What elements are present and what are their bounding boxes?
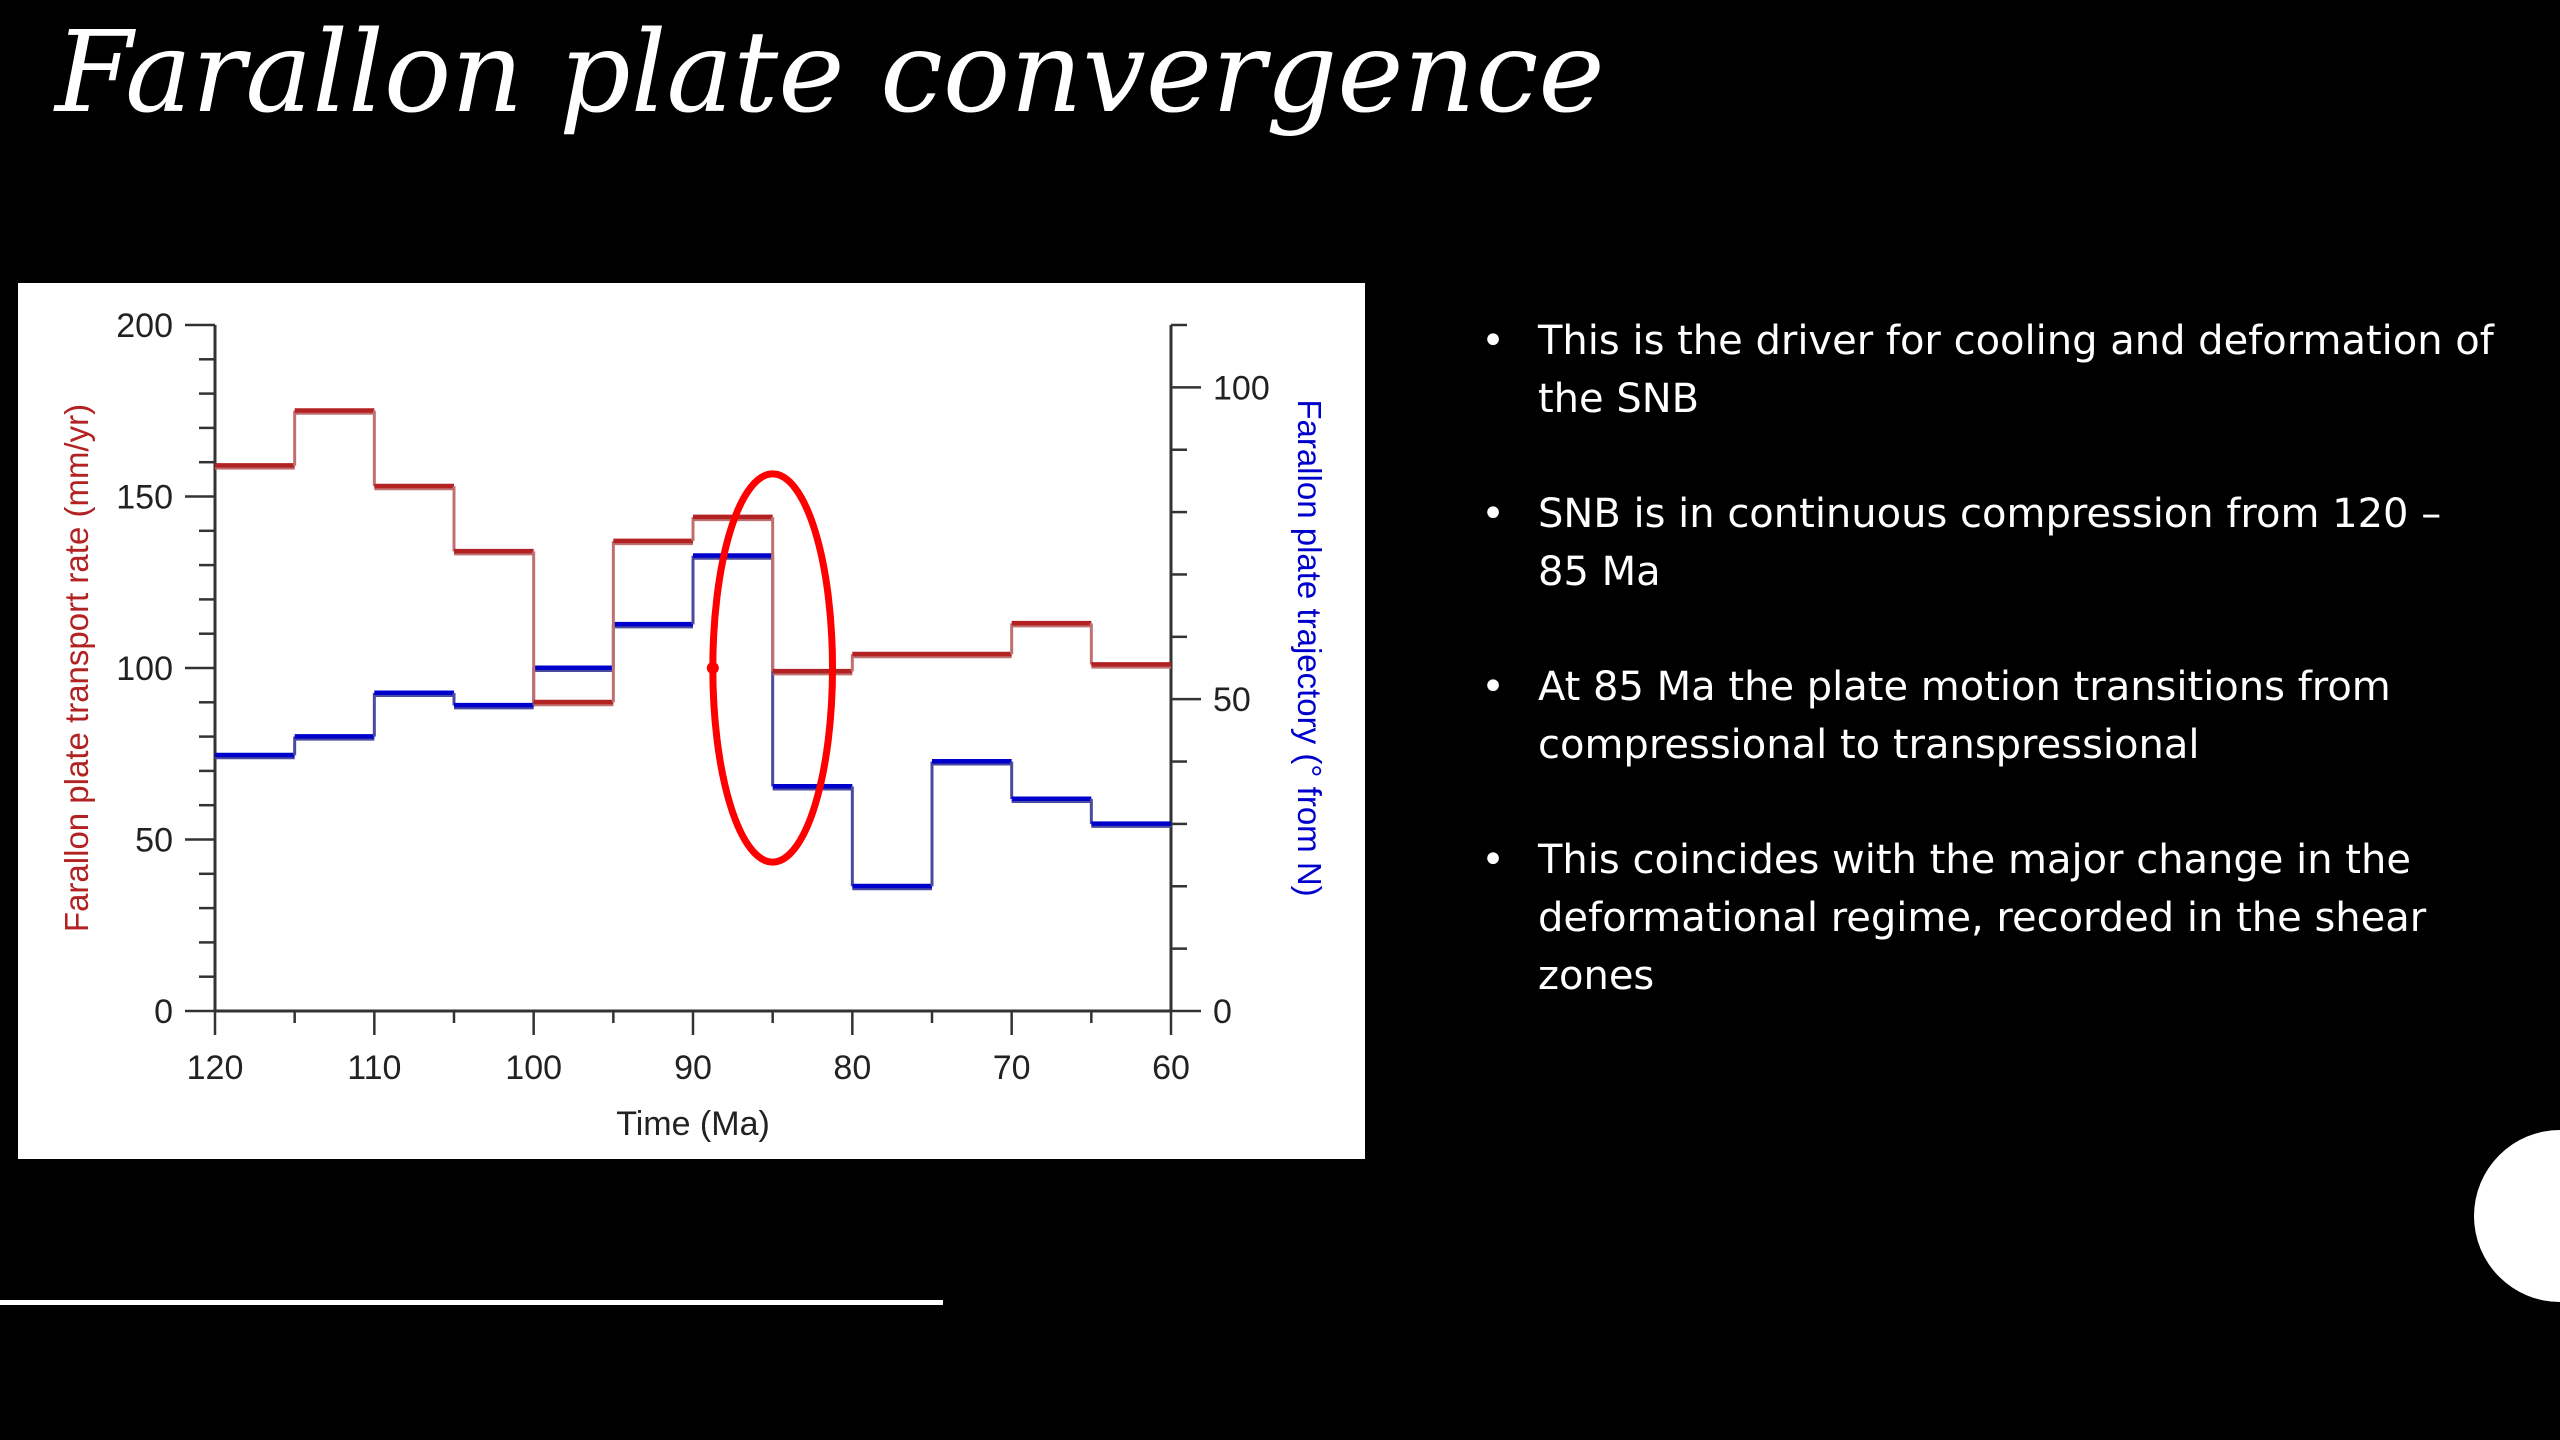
bullet-item-driver: • This is the driver for cooling and def… — [1478, 312, 2498, 428]
x-axis-label: Time (Ma) — [616, 1105, 770, 1143]
bullet-text: SNB is in continuous compression from 12… — [1538, 491, 2442, 595]
bullet-dot-icon: • — [1481, 491, 1505, 537]
bullet-dot-icon: • — [1481, 664, 1505, 710]
y-left-tick-label: 150 — [116, 479, 173, 517]
bullet-item-shear-zones: • This coincides with the major change i… — [1478, 831, 2498, 1005]
x-tick-label: 120 — [187, 1049, 244, 1087]
y-left-tick-label: 0 — [154, 993, 173, 1031]
y-left-tick-label: 50 — [135, 822, 173, 860]
bullet-dot-icon: • — [1481, 837, 1505, 883]
decorative-circle — [2474, 1130, 2560, 1302]
y-right-axis-label: Farallon plate trajectory (° from N) — [1291, 399, 1328, 896]
x-tick-label: 70 — [993, 1049, 1031, 1087]
chart-panel: 0 50 100 150 200 0 50 100 120 110 100 90 80 70 60 Time … — [18, 283, 1365, 1159]
farallon-chart: 0 50 100 150 200 0 50 100 120 110 100 90 80 70 60 Time … — [58, 307, 1328, 1143]
highlight-ellipse-marker — [706, 662, 719, 674]
y-left-axis-label: Farallon plate transport rate (mm/yr) — [58, 404, 95, 932]
y-right-tick-label: 50 — [1213, 681, 1251, 719]
x-tick-label: 80 — [833, 1049, 871, 1087]
footer-divider — [0, 1300, 943, 1305]
y-right-tick-label: 0 — [1213, 993, 1232, 1031]
slide-title: Farallon plate convergence — [55, 8, 1605, 138]
bullet-text: This coincides with the major change in … — [1538, 837, 2427, 999]
y-right-tick-label: 100 — [1213, 369, 1270, 407]
y-left-tick-label: 100 — [116, 650, 173, 688]
bullet-text: This is the driver for cooling and defor… — [1538, 318, 2494, 422]
bullet-item-compression: • SNB is in continuous compression from … — [1478, 485, 2498, 601]
x-tick-label: 90 — [674, 1049, 712, 1087]
x-tick-label: 60 — [1152, 1049, 1190, 1087]
bullet-list: • This is the driver for cooling and def… — [1478, 312, 2498, 1062]
bullet-item-transition: • At 85 Ma the plate motion transitions … — [1478, 658, 2498, 774]
y-left-tick-label: 200 — [116, 307, 173, 345]
bullet-text: At 85 Ma the plate motion transitions fr… — [1538, 664, 2391, 768]
bullet-dot-icon: • — [1481, 318, 1505, 364]
x-tick-label: 100 — [505, 1049, 562, 1087]
x-tick-label: 110 — [347, 1049, 401, 1087]
